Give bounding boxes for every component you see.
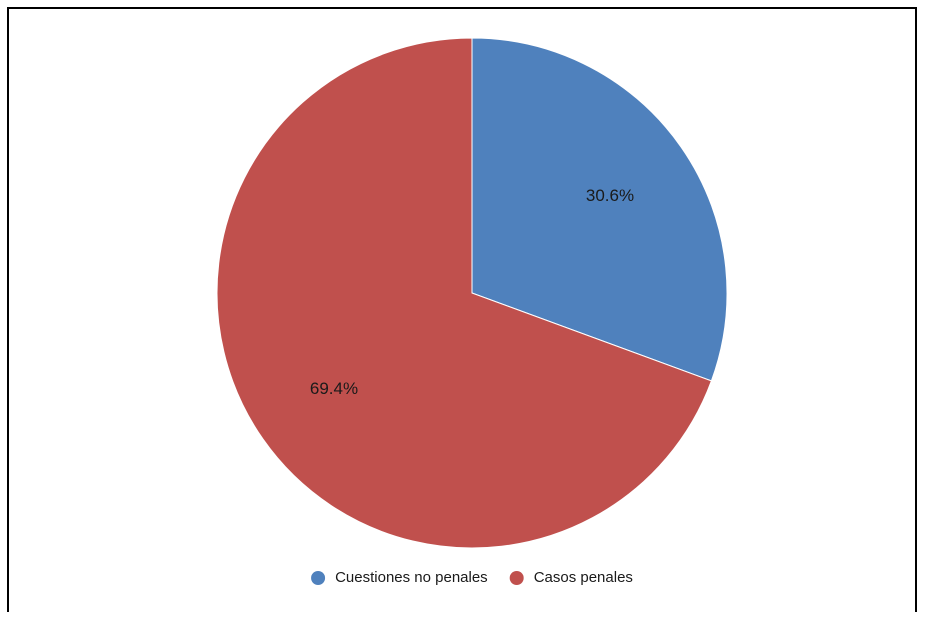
- legend-marker-0: [311, 571, 326, 585]
- pie-slice-1: [216, 37, 713, 549]
- legend-marker-1: [509, 571, 524, 585]
- legend-label-0: Cuestiones no penales: [335, 569, 488, 586]
- legend-item-0: Cuestiones no penales: [311, 569, 488, 586]
- pie-slice-0: [471, 37, 728, 382]
- pie-slices: [216, 37, 728, 549]
- legend-label-1: Casos penales: [534, 569, 633, 586]
- slice-data-label-1: 69.4%: [310, 379, 358, 398]
- slice-data-label-0: 30.6%: [586, 186, 634, 205]
- slice-labels: 30.6% 69.4%: [310, 186, 634, 398]
- legend-item-1: Casos penales: [509, 569, 633, 586]
- legend: Cuestiones no penales Casos penales: [311, 569, 633, 586]
